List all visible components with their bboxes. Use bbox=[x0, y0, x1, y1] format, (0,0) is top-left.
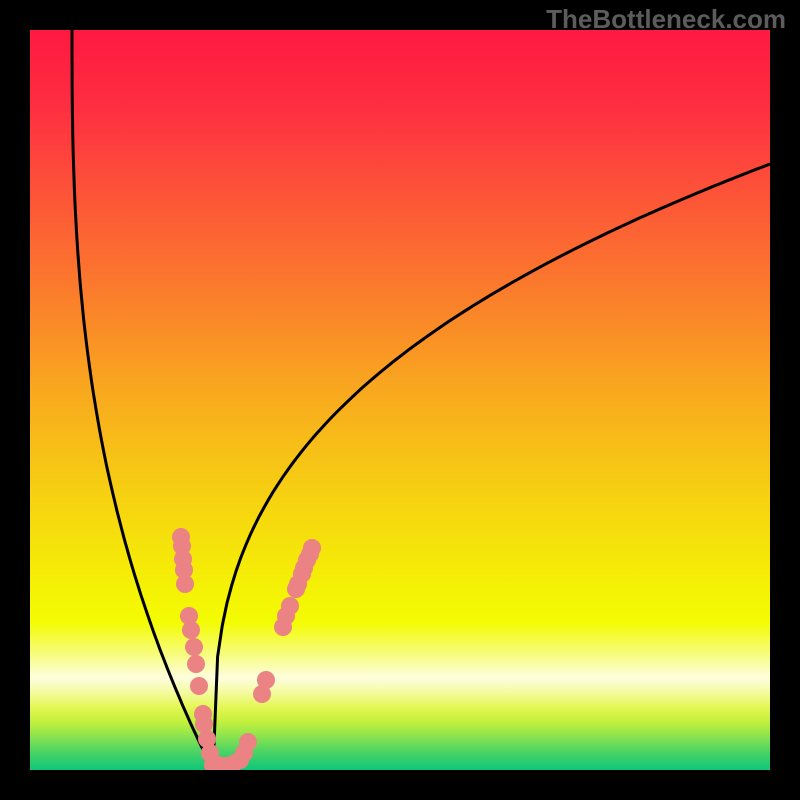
plot-area bbox=[30, 30, 770, 770]
curve-layer bbox=[30, 30, 770, 770]
chart-frame: TheBottleneck.com bbox=[0, 0, 800, 800]
data-point bbox=[257, 671, 275, 689]
data-point bbox=[190, 677, 208, 695]
bottleneck-curve bbox=[72, 30, 770, 770]
data-point bbox=[195, 715, 213, 733]
data-point bbox=[281, 597, 299, 615]
data-point bbox=[185, 638, 203, 656]
data-point bbox=[187, 655, 205, 673]
data-point bbox=[303, 539, 321, 557]
watermark-label: TheBottleneck.com bbox=[546, 4, 786, 35]
data-point bbox=[182, 621, 200, 639]
data-point bbox=[176, 575, 194, 593]
data-point bbox=[239, 733, 257, 751]
